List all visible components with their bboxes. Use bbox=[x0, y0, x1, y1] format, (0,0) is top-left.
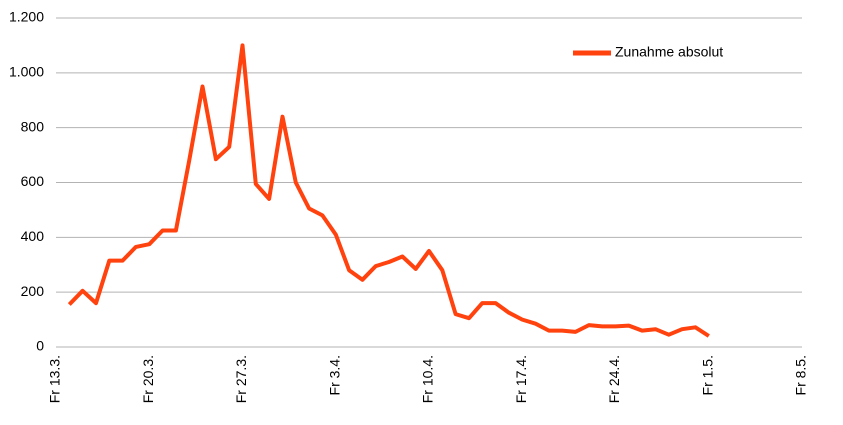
y-tick-label: 200 bbox=[21, 283, 45, 299]
data-line bbox=[67, 43, 710, 338]
y-tick-label: 1.200 bbox=[9, 9, 44, 25]
x-tick-label: Fr 3.4. bbox=[326, 355, 342, 395]
x-tick-label: Fr 24.4. bbox=[606, 355, 622, 403]
y-tick-label: 800 bbox=[21, 118, 45, 134]
x-tick-label: Fr 8.5. bbox=[793, 355, 809, 395]
y-tick-label: 600 bbox=[21, 173, 45, 189]
x-tick-label: Fr 27.3. bbox=[233, 355, 249, 403]
y-tick-label: 400 bbox=[21, 228, 45, 244]
legend-label: Zunahme absolut bbox=[615, 44, 723, 60]
x-tick-label: Fr 13.3. bbox=[47, 355, 63, 403]
y-tick-label: 1.000 bbox=[9, 64, 44, 80]
x-tick-label: Fr 17.4. bbox=[513, 355, 529, 403]
x-tick-label: Fr 1.5. bbox=[699, 355, 715, 395]
x-tick-label: Fr 10.4. bbox=[420, 355, 436, 403]
x-tick-label: Fr 20.3. bbox=[140, 355, 156, 403]
y-tick-label: 0 bbox=[36, 338, 44, 354]
